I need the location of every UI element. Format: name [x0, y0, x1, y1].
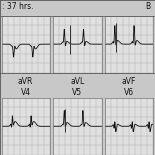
Text: V4: V4 [20, 88, 31, 97]
Text: aVL: aVL [70, 78, 85, 86]
Text: aVR: aVR [18, 78, 33, 86]
Text: : 37 hrs.: : 37 hrs. [2, 2, 33, 11]
Text: B: B [145, 2, 150, 11]
Text: V5: V5 [72, 88, 83, 97]
Text: aVF: aVF [122, 78, 136, 86]
Text: V6: V6 [124, 88, 134, 97]
